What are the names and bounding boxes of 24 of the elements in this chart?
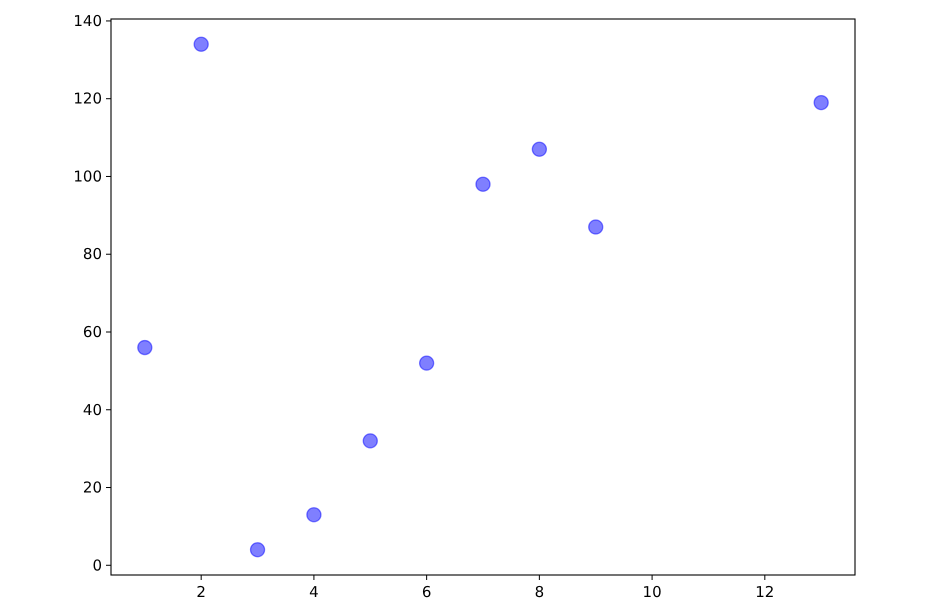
y-tick-label: 0 [92,556,102,574]
y-tick-label: 60 [82,322,102,341]
point [250,542,266,558]
x-tick-label: 10 [642,583,662,601]
point [137,340,152,356]
point [532,142,548,157]
point [475,176,491,192]
x-tick-label: 4 [309,583,319,601]
point [306,507,322,522]
point [362,433,378,449]
point [418,355,434,371]
x-tick-label: 8 [534,583,544,601]
y-tick-label: 80 [82,245,102,264]
y-tick-label: 40 [82,400,102,419]
y-tick-label: 100 [73,167,102,186]
y-tick-label: 20 [82,478,102,497]
x-tick-label: 2 [196,583,206,601]
point [588,219,604,235]
y-tick-label: 140 [73,12,102,30]
x-tick-label: 6 [422,583,432,601]
y-tick-label: 120 [73,90,102,108]
x-tick-label: 12 [755,583,774,601]
point [194,36,209,52]
point [814,94,829,110]
